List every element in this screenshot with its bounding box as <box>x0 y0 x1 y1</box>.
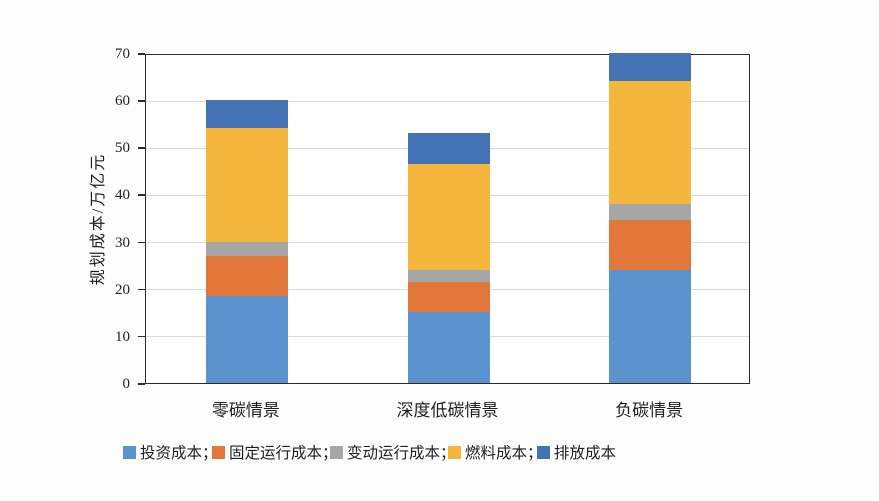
bar-segment-emission-cost <box>609 53 692 82</box>
legend-swatch-fuel-cost <box>448 445 461 459</box>
legend-item: 投资成本； <box>123 441 218 463</box>
legend-swatch-fixed-operating-cost <box>212 445 225 459</box>
bar-segment-fuel-cost <box>407 163 490 270</box>
legend-label: 固定运行成本； <box>229 445 338 462</box>
category-label: 零碳情景 <box>211 401 280 420</box>
legend-label: 燃料成本； <box>465 445 543 462</box>
y-tick <box>138 383 145 385</box>
y-tick-label: 70 <box>115 46 130 62</box>
bar-segment-variable-operating-cost <box>205 241 288 256</box>
legend-swatch-investment-cost <box>123 445 136 459</box>
bar-segment-investment-cost <box>407 312 490 383</box>
legend-item: 排放成本 <box>537 441 616 463</box>
y-tick-label: 60 <box>115 93 130 110</box>
bar-segment-variable-operating-cost <box>407 269 490 282</box>
y-tick <box>138 194 145 196</box>
bar-segment-fixed-operating-cost <box>205 255 288 296</box>
legend-item: 固定运行成本； <box>212 441 338 463</box>
plot-area <box>145 53 750 384</box>
legend-label: 排放成本 <box>554 445 617 462</box>
category-label: 负碳情景 <box>615 401 684 420</box>
y-tick-label: 0 <box>122 376 131 392</box>
bar-segment-fuel-cost <box>205 128 288 242</box>
legend-label: 投资成本； <box>140 445 218 462</box>
legend-item: 燃料成本； <box>448 441 543 463</box>
category-label: 深度低碳情景 <box>396 401 499 420</box>
bar-segment-variable-operating-cost <box>609 203 692 221</box>
y-tick <box>138 335 145 338</box>
legend-swatch-emission-cost <box>537 445 550 459</box>
bar-segment-investment-cost <box>609 269 692 383</box>
y-tick-label: 40 <box>115 187 130 204</box>
legend-label: 变动运行成本； <box>347 445 456 462</box>
y-tick-label: 50 <box>115 140 130 157</box>
bar-segment-fuel-cost <box>609 81 692 204</box>
y-tick <box>138 288 145 291</box>
y-axis: 0 10 20 30 40 50 60 70 <box>0 46 145 392</box>
y-tick-label: 20 <box>115 281 130 298</box>
x-axis-labels: 零碳情景 深度低碳情景 负碳情景 <box>145 396 750 422</box>
gridline <box>146 100 749 102</box>
y-tick-label: 10 <box>115 328 130 345</box>
legend-swatch-variable-operating-cost <box>330 445 343 459</box>
bar-segment-emission-cost <box>407 133 490 164</box>
legend: 投资成本； 固定运行成本； 变动运行成本； 燃料成本； 排放成本 <box>0 441 879 465</box>
y-tick <box>138 147 145 149</box>
legend-item: 变动运行成本； <box>330 441 456 463</box>
bar-segment-fixed-operating-cost <box>609 220 692 270</box>
bar-segment-fixed-operating-cost <box>407 281 490 313</box>
y-tick <box>138 241 145 244</box>
y-tick-label: 30 <box>115 234 130 251</box>
bar-segment-emission-cost <box>205 100 288 129</box>
y-tick <box>138 53 145 55</box>
bar-segment-investment-cost <box>205 295 288 383</box>
y-tick <box>138 100 145 102</box>
